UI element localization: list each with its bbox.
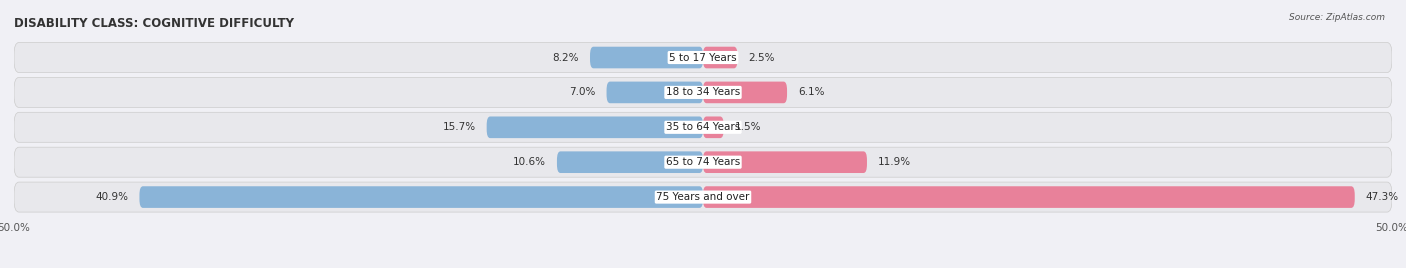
Text: 47.3%: 47.3% (1365, 192, 1399, 202)
FancyBboxPatch shape (14, 182, 1392, 212)
FancyBboxPatch shape (139, 186, 703, 208)
FancyBboxPatch shape (703, 151, 868, 173)
Text: 7.0%: 7.0% (569, 87, 596, 97)
FancyBboxPatch shape (703, 47, 738, 68)
Text: 65 to 74 Years: 65 to 74 Years (666, 157, 740, 167)
Text: 15.7%: 15.7% (443, 122, 475, 132)
FancyBboxPatch shape (14, 112, 1392, 142)
FancyBboxPatch shape (703, 81, 787, 103)
Text: 6.1%: 6.1% (799, 87, 824, 97)
FancyBboxPatch shape (14, 43, 1392, 73)
FancyBboxPatch shape (486, 117, 703, 138)
Text: 40.9%: 40.9% (96, 192, 128, 202)
Text: 10.6%: 10.6% (513, 157, 546, 167)
FancyBboxPatch shape (557, 151, 703, 173)
Text: DISABILITY CLASS: COGNITIVE DIFFICULTY: DISABILITY CLASS: COGNITIVE DIFFICULTY (14, 17, 294, 29)
Text: 5 to 17 Years: 5 to 17 Years (669, 53, 737, 62)
FancyBboxPatch shape (606, 81, 703, 103)
FancyBboxPatch shape (703, 117, 724, 138)
Text: Source: ZipAtlas.com: Source: ZipAtlas.com (1289, 13, 1385, 23)
Text: 8.2%: 8.2% (553, 53, 579, 62)
FancyBboxPatch shape (591, 47, 703, 68)
Text: 1.5%: 1.5% (735, 122, 761, 132)
FancyBboxPatch shape (14, 147, 1392, 177)
Text: 35 to 64 Years: 35 to 64 Years (666, 122, 740, 132)
Text: 75 Years and over: 75 Years and over (657, 192, 749, 202)
FancyBboxPatch shape (703, 186, 1355, 208)
Text: 2.5%: 2.5% (748, 53, 775, 62)
FancyBboxPatch shape (14, 77, 1392, 107)
Text: 18 to 34 Years: 18 to 34 Years (666, 87, 740, 97)
Text: 11.9%: 11.9% (877, 157, 911, 167)
